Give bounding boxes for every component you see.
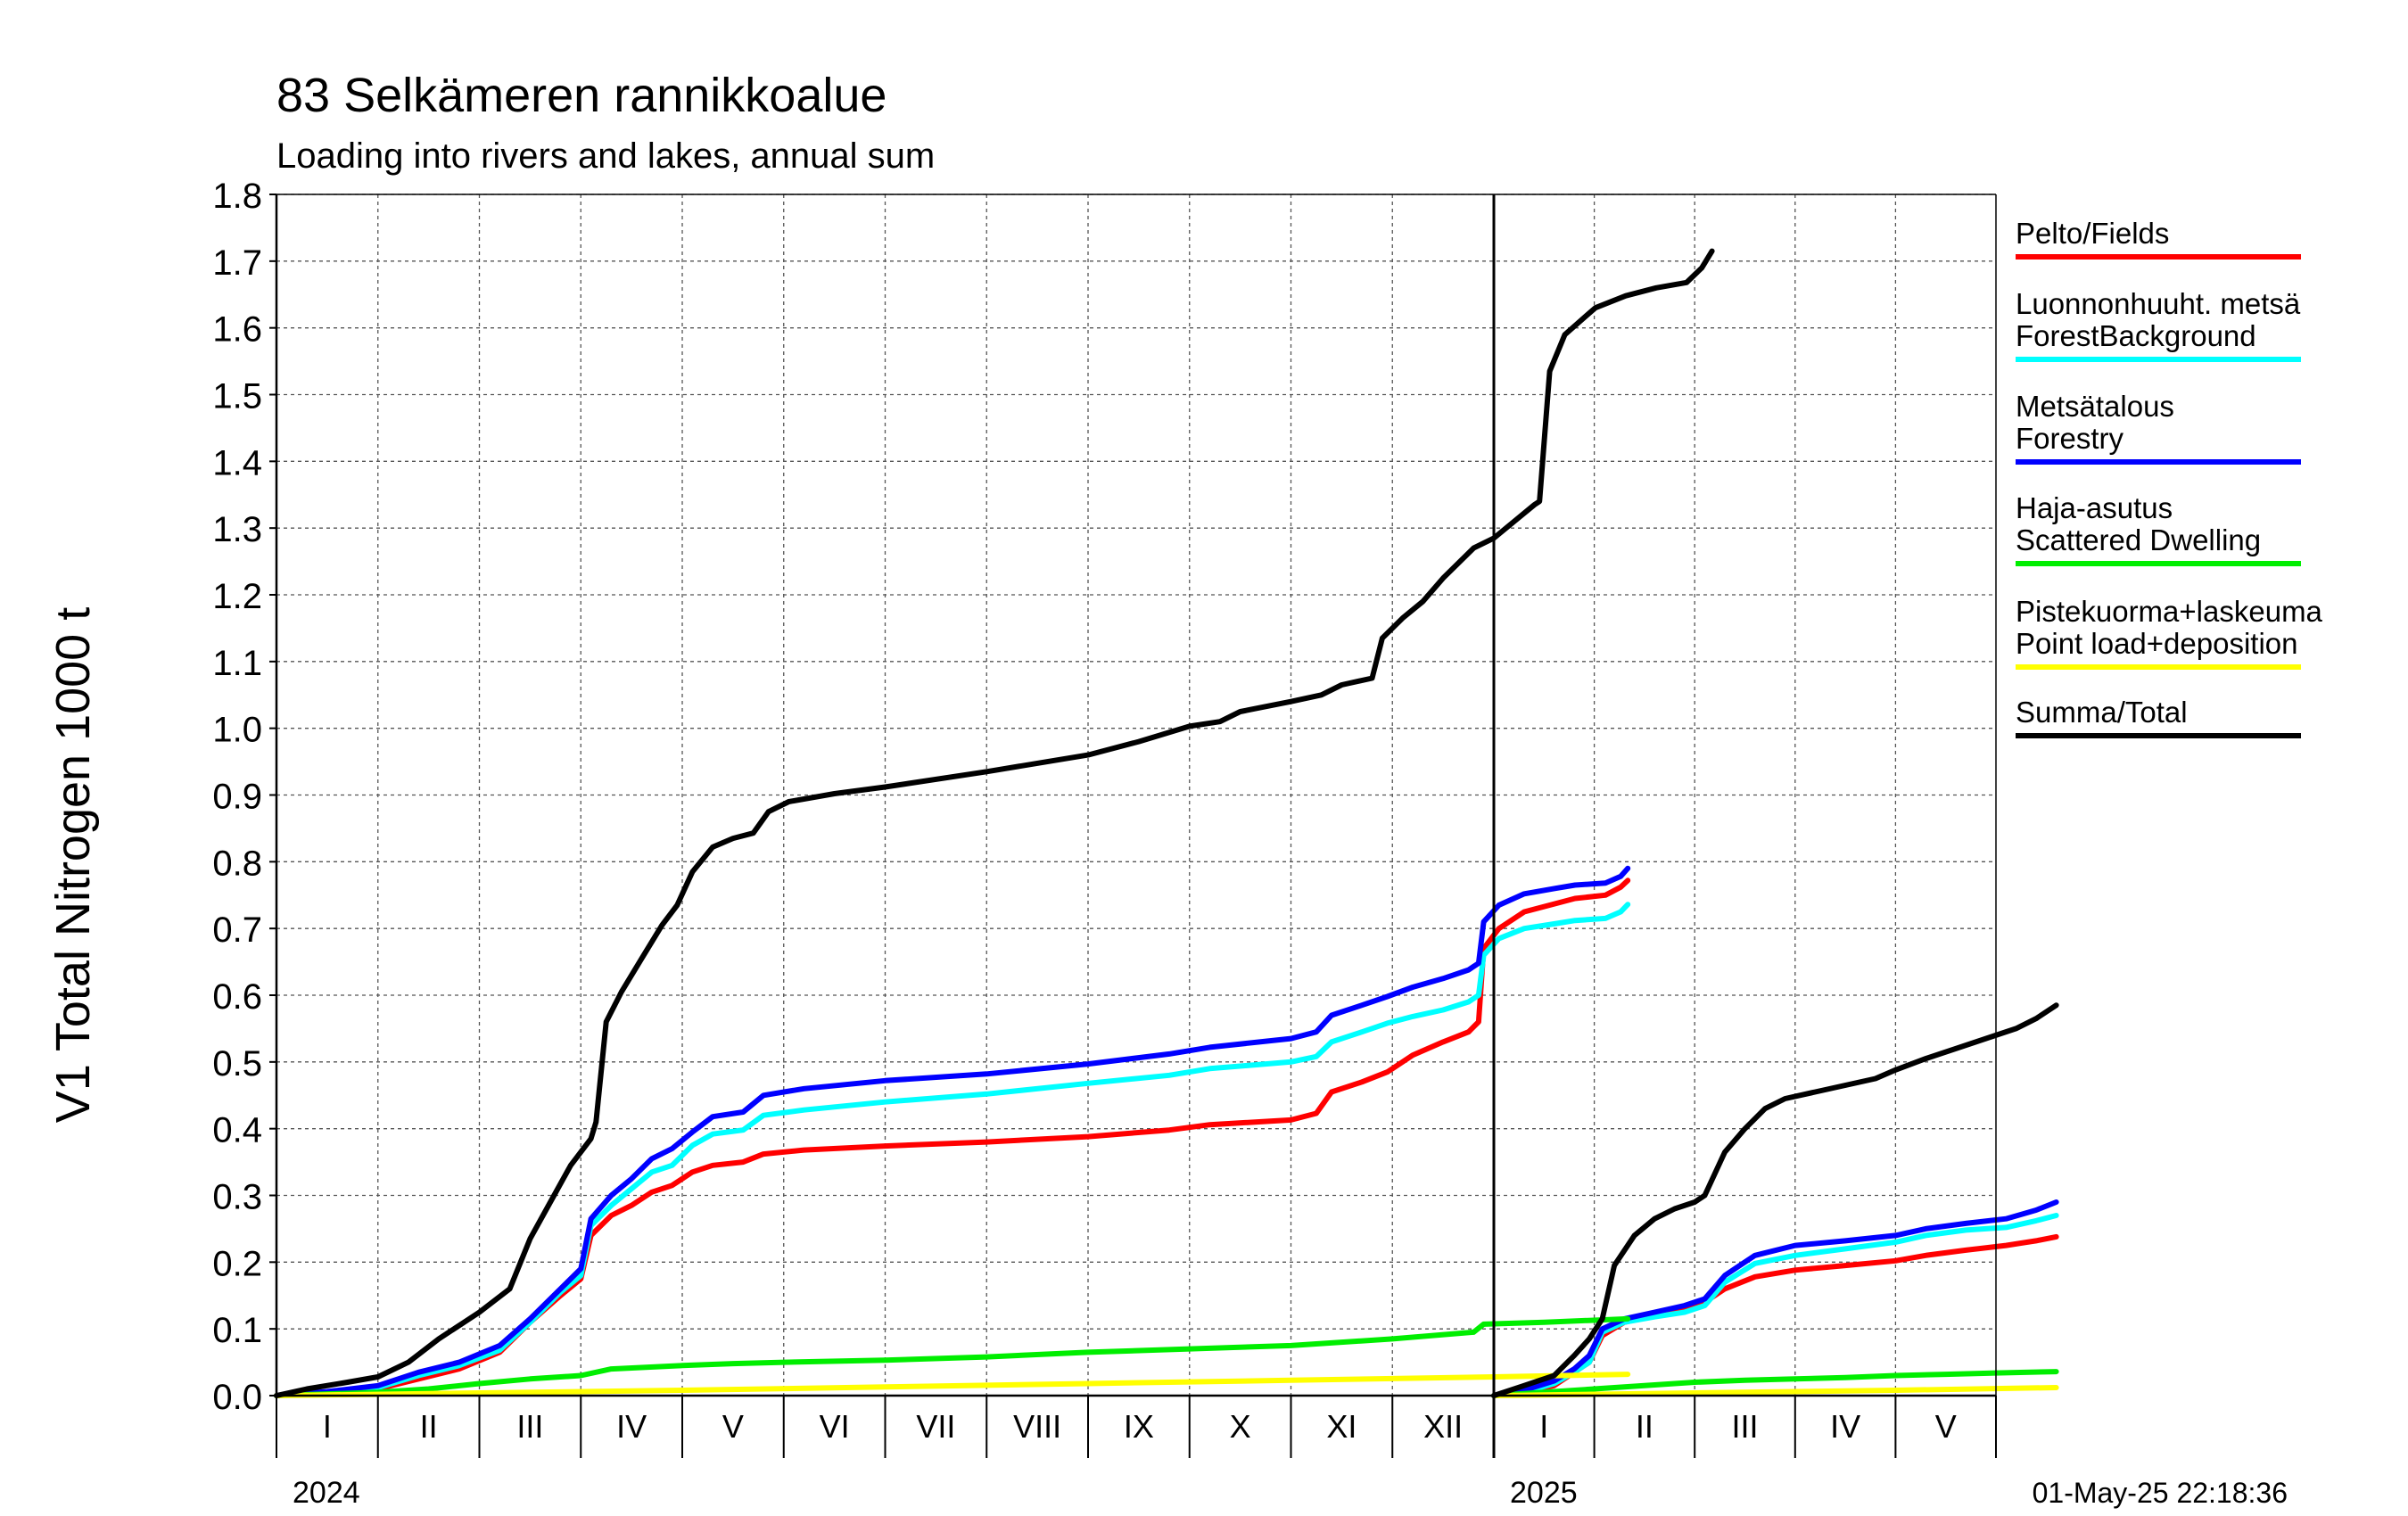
y-tick-label: 1.3 xyxy=(212,510,262,549)
legend: Pelto/Fields Luonnonhuuht. metsäForestBac… xyxy=(2016,217,2323,738)
y-tick-label: 1.7 xyxy=(212,243,262,283)
series-line xyxy=(1491,1385,2059,1398)
y-tick-label: 1.2 xyxy=(212,577,262,616)
year-label: 2024 xyxy=(293,1476,360,1510)
timestamp: 01-May-25 22:18:36 xyxy=(2033,1477,2288,1509)
month-label: IX xyxy=(1124,1408,1154,1445)
y-tick-label: 1.5 xyxy=(212,377,262,416)
y-tick-label: 0.0 xyxy=(212,1378,262,1417)
y-tick-label: 1.8 xyxy=(212,177,262,216)
legend-label: Haja-asutus xyxy=(2016,491,2173,524)
month-label: III xyxy=(516,1408,543,1445)
y-tick-label: 0.9 xyxy=(212,778,262,817)
y-tick-label: 0.6 xyxy=(212,977,262,1017)
month-label: VII xyxy=(916,1408,955,1445)
series-line xyxy=(1491,1199,2059,1398)
month-label: I xyxy=(1539,1408,1548,1445)
y-axis-label: V1 Total Nitrogen 1000 t xyxy=(46,607,100,1123)
year-label: 2025 xyxy=(1510,1476,1578,1510)
legend-label: Pelto/Fields xyxy=(2016,217,2169,250)
month-label: IV xyxy=(616,1408,647,1445)
month-label: III xyxy=(1731,1408,1758,1445)
month-label: IV xyxy=(1830,1408,1860,1445)
legend-label: Luonnonhuuht. metsä xyxy=(2016,287,2301,320)
month-label: XI xyxy=(1326,1408,1357,1445)
series-line xyxy=(274,248,1715,1398)
series-line xyxy=(1491,1369,2059,1398)
series-line xyxy=(1491,1213,2059,1398)
y-tick-label: 1.6 xyxy=(212,310,262,350)
month-label: II xyxy=(1636,1408,1653,1445)
month-label: XII xyxy=(1423,1408,1463,1445)
y-tick-label: 0.3 xyxy=(212,1178,262,1217)
month-label: I xyxy=(323,1408,332,1445)
axes: 0.0 0.1 0.2 0.3 0.4 0.5 0.6 0.7 0.8 0.9 1.0 1.1 1.2 1… xyxy=(212,177,1997,1510)
month-label: VIII xyxy=(1013,1408,1061,1445)
month-label: VI xyxy=(820,1408,850,1445)
series-line xyxy=(1491,1002,2059,1398)
y-tick-label: 0.1 xyxy=(212,1311,262,1350)
y-tick-label: 0.8 xyxy=(212,844,262,883)
legend-label: Forestry xyxy=(2016,422,2124,455)
y-tick-label: 0.7 xyxy=(212,910,262,950)
y-tick-label: 0.4 xyxy=(212,1111,262,1150)
month-label: X xyxy=(1230,1408,1251,1445)
y-tick-label: 0.5 xyxy=(212,1044,262,1083)
grid xyxy=(276,194,1996,1396)
legend-label: Point load+deposition xyxy=(2016,627,2298,660)
month-label: V xyxy=(1935,1408,1957,1445)
series-line xyxy=(274,1315,1631,1398)
y-tick-label: 1.1 xyxy=(212,644,262,683)
chart-title: 83 Selkämeren rannikkoalue xyxy=(276,69,887,122)
legend-label: Summa/Total xyxy=(2016,696,2188,729)
legend-label: Scattered Dwelling xyxy=(2016,523,2261,556)
chart-subtitle: Loading into rivers and lakes, annual su… xyxy=(276,136,935,176)
month-label: II xyxy=(420,1408,438,1445)
series-line xyxy=(274,865,1631,1398)
series-lines xyxy=(274,248,2059,1398)
legend-label: Metsätalous xyxy=(2016,390,2174,423)
y-tick-label: 0.2 xyxy=(212,1244,262,1283)
y-tick-label: 1.4 xyxy=(212,443,262,482)
month-label: V xyxy=(722,1408,744,1445)
series-line xyxy=(274,1372,1631,1398)
legend-label: Pistekuorma+laskeuma xyxy=(2016,595,2323,628)
y-tick-label: 1.0 xyxy=(212,711,262,750)
legend-label: ForestBackground xyxy=(2016,319,2256,352)
